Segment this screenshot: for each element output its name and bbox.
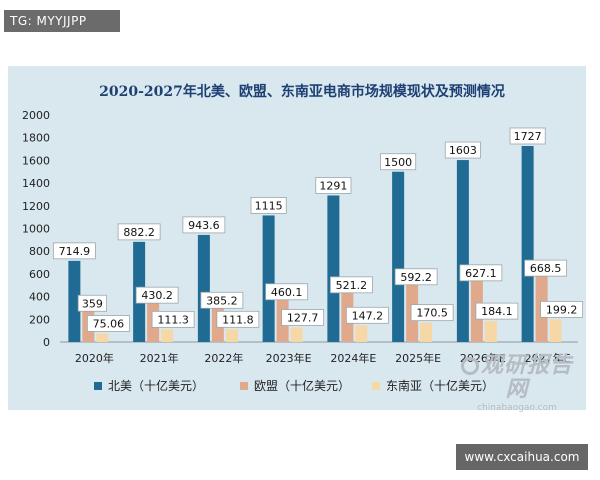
bar-southeast-asia (420, 322, 433, 342)
bar-southeast-asia (225, 329, 238, 342)
legend-swatch (372, 382, 380, 390)
data-label: 170.5 (416, 307, 448, 320)
data-label-box (216, 310, 260, 328)
data-label-box (475, 302, 519, 320)
bar-north-america (456, 160, 469, 342)
data-label-box (86, 315, 130, 332)
legend-label: 欧盟（十亿美元） (254, 378, 350, 393)
data-label-box (524, 259, 568, 277)
y-tick-label: 2000 (22, 109, 50, 122)
chart-title: 2020-2027年北美、欧盟、东南亚电商市场规模现状及预测情况 (99, 83, 505, 100)
bar-southeast-asia (549, 319, 562, 342)
data-label: 75.06 (93, 317, 125, 330)
data-label: 359 (82, 297, 103, 310)
data-label-box (265, 283, 309, 301)
x-tick-label: 2024年E (330, 351, 376, 365)
x-tick-label: 2020年 (75, 351, 114, 365)
y-tick-label: 600 (29, 268, 50, 281)
data-label: 882.2 (123, 226, 155, 239)
data-label-box (52, 242, 96, 260)
watermark-cn: 观研报告网 (480, 353, 573, 402)
data-label: 199.2 (546, 303, 578, 316)
data-label-box (117, 223, 161, 241)
x-tick-label: 2022年 (204, 351, 243, 365)
data-label: 1115 (255, 199, 283, 212)
y-tick-label: 1800 (22, 132, 50, 145)
data-label: 1727 (514, 130, 542, 143)
data-label-box (394, 268, 438, 286)
y-tick-label: 1000 (22, 223, 50, 236)
watermark: 观研报告网 chinabaogao.com (452, 354, 582, 414)
data-label-box (281, 309, 325, 326)
data-label: 184.1 (481, 305, 513, 318)
data-label-box (410, 304, 454, 322)
y-tick-label: 1600 (22, 154, 50, 167)
bar-north-america (392, 171, 405, 342)
y-tick-label: 800 (29, 245, 50, 258)
data-label: 460.1 (271, 286, 303, 299)
x-tick-label: 2023年E (266, 351, 312, 365)
data-label: 668.5 (530, 262, 562, 275)
site-badge: www.cxcaihua.com (456, 444, 588, 470)
data-label: 111.3 (157, 313, 189, 326)
data-label: 943.6 (188, 219, 220, 232)
bar-north-america (521, 145, 534, 342)
data-label: 592.2 (400, 271, 432, 284)
tg-badge: TG: MYYJJPP (4, 10, 120, 32)
data-label-box (329, 276, 373, 294)
x-tick-label: 2027年E (525, 351, 571, 365)
data-label-box (459, 264, 503, 282)
data-label: 385.2 (206, 294, 238, 307)
watermark-en: chinabaogao.com (477, 403, 557, 413)
y-tick-label: 1200 (22, 200, 50, 213)
data-label: 627.1 (465, 267, 497, 280)
y-tick-label: 200 (29, 313, 50, 326)
data-label-box (135, 286, 179, 304)
bar-north-america (262, 215, 275, 342)
bar-southeast-asia (484, 321, 497, 342)
data-label-box (540, 300, 584, 318)
bar-southeast-asia (161, 329, 174, 342)
x-tick-label: 2025年E (395, 351, 441, 365)
x-tick-label: 2021年 (140, 351, 179, 365)
data-label: 430.2 (141, 289, 173, 302)
bar-southeast-asia (355, 325, 368, 342)
bar-north-america (68, 260, 81, 342)
y-tick-label: 400 (29, 291, 50, 304)
legend-label: 东南亚（十亿美元） (386, 378, 494, 393)
y-tick-label: 0 (43, 336, 50, 349)
data-label-box (444, 141, 481, 159)
watermark-logo-icon (460, 357, 479, 375)
bar-north-america (327, 195, 340, 342)
y-tick-label: 1400 (22, 177, 50, 190)
data-label-box (200, 291, 244, 309)
data-label: 1603 (449, 144, 477, 157)
data-label-box (250, 197, 287, 214)
data-label: 521.2 (336, 279, 368, 292)
bar-north-america (197, 234, 210, 342)
data-label: 1291 (319, 179, 347, 192)
bar-southeast-asia (290, 327, 303, 342)
bar-southeast-asia (96, 333, 109, 342)
legend-label: 北美（十亿美元） (108, 378, 204, 393)
data-label-box (182, 216, 226, 234)
data-label-box (315, 177, 352, 194)
data-label-box (345, 306, 389, 324)
data-label-box (77, 294, 107, 312)
data-label-box (151, 310, 195, 328)
data-label: 1500 (384, 156, 412, 169)
chart-panel (8, 66, 586, 410)
data-label-box (380, 153, 417, 171)
data-label: 714.9 (59, 245, 91, 258)
data-label: 111.8 (222, 313, 254, 326)
data-label: 127.7 (287, 312, 319, 325)
data-label: 147.2 (352, 309, 384, 322)
data-label-box (509, 127, 546, 145)
legend-swatch (94, 382, 102, 390)
legend-swatch (240, 382, 248, 390)
